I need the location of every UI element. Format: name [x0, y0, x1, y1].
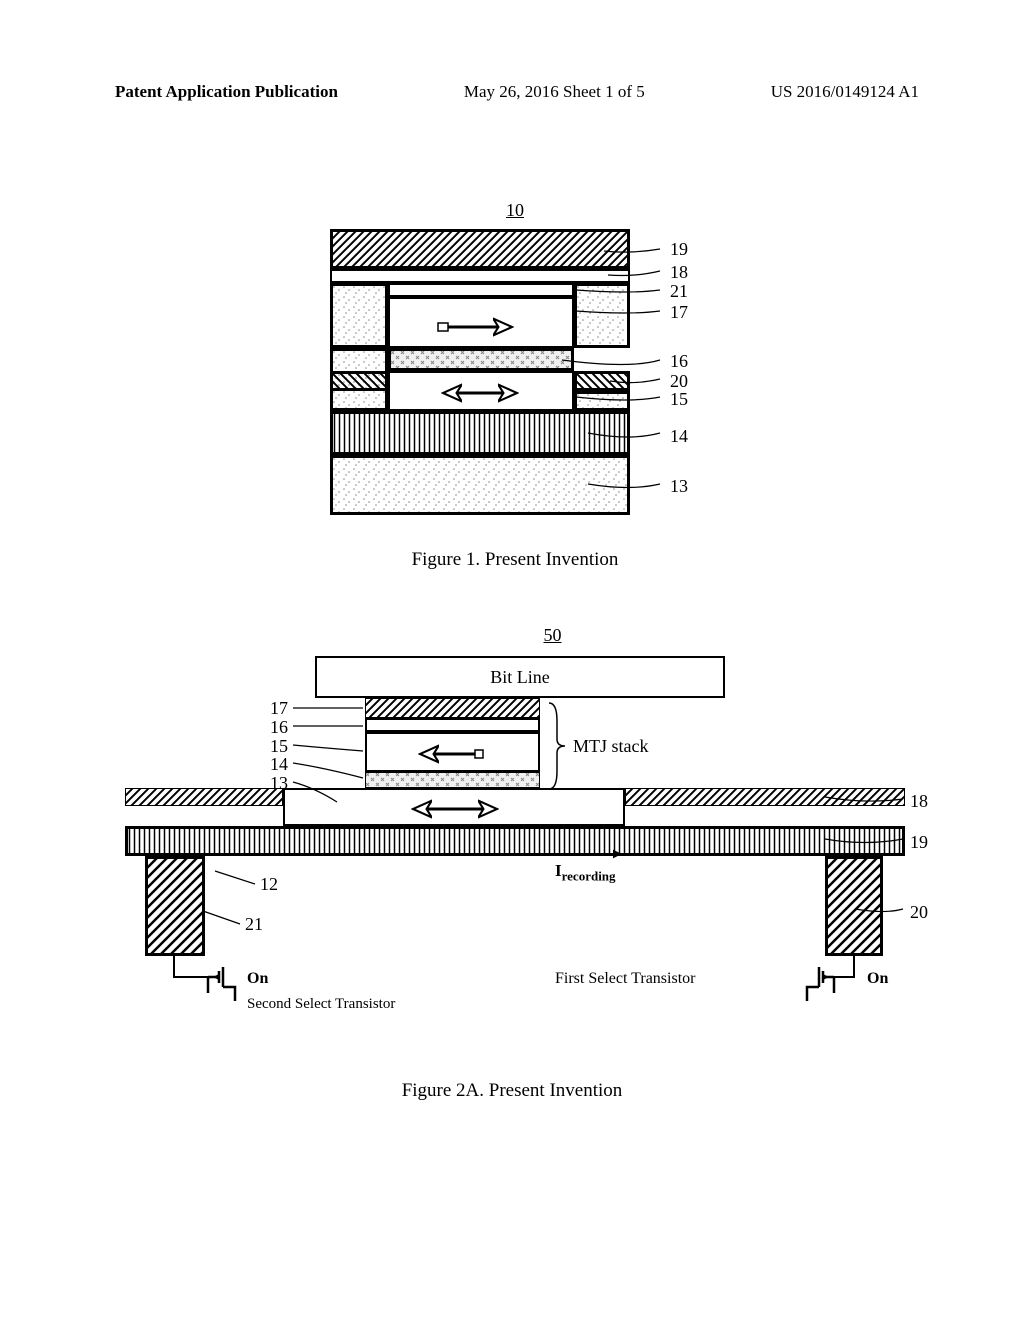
lead-20	[825, 856, 883, 956]
row-18-right	[625, 788, 905, 806]
bit-line-label: Bit Line	[490, 667, 550, 688]
layer-21	[388, 283, 574, 297]
layer-13	[330, 455, 630, 515]
f2-ref-20: 20	[910, 902, 928, 923]
f2-ref-17: 17	[270, 698, 288, 719]
layer-18	[330, 269, 630, 283]
second-transistor-label: Second Select Transistor	[247, 996, 395, 1013]
figure-2a: 50 Bit Line	[125, 625, 905, 1026]
bit-line: Bit Line	[315, 656, 725, 698]
mtj-layer-17	[365, 698, 540, 718]
f2-ref-13: 13	[270, 773, 288, 794]
layer-20-right	[574, 371, 630, 391]
layer-16	[388, 348, 574, 371]
ref-17: 17	[670, 302, 688, 323]
f2-ref-14: 14	[270, 754, 288, 775]
fig2-ref-50: 50	[200, 625, 905, 646]
on-label-right: On	[867, 970, 888, 988]
dotted-side-right-upper	[574, 283, 630, 348]
wire-left-h	[173, 976, 208, 978]
page-header: Patent Application Publication May 26, 2…	[0, 82, 1024, 102]
fig1-ref-10: 10	[310, 200, 720, 221]
layer-20-left	[330, 371, 388, 391]
mtj-layer-14	[365, 772, 540, 788]
header-center: May 26, 2016 Sheet 1 of 5	[464, 82, 645, 102]
ref-13: 13	[670, 476, 688, 497]
layer-15	[388, 371, 574, 411]
f2-ref-12: 12	[260, 874, 278, 895]
ref-14: 14	[670, 426, 688, 447]
layer-17	[388, 297, 574, 348]
layer-14	[330, 411, 630, 455]
mtj-layer-15	[365, 732, 540, 772]
ref-15: 15	[670, 389, 688, 410]
first-transistor-icon	[797, 963, 837, 1001]
f2-ref-16: 16	[270, 717, 288, 738]
second-transistor-icon	[205, 963, 245, 1001]
fig2a-caption: Figure 2A. Present Invention	[0, 1080, 1024, 1102]
layer-19	[330, 229, 630, 269]
lead-21	[145, 856, 205, 956]
header-left: Patent Application Publication	[115, 82, 338, 102]
fig1-diagram: 19 18 21 17 16 20 15 14 13	[330, 229, 630, 524]
ref-19: 19	[670, 239, 688, 260]
dotted-side-left-upper	[330, 283, 388, 348]
i-recording-label: Irecording	[555, 861, 616, 884]
mtj-brace-icon	[547, 701, 567, 791]
mtj-layer-16	[365, 718, 540, 732]
dotted-side-right-lower	[574, 391, 630, 411]
first-transistor-label: First Select Transistor	[555, 970, 695, 988]
f2-ref-21: 21	[245, 914, 263, 935]
wire-right-v	[853, 956, 855, 976]
layer-13	[283, 788, 625, 826]
fig1-caption: Figure 1. Present Invention	[310, 549, 720, 571]
ref-16: 16	[670, 351, 688, 372]
header-right: US 2016/0149124 A1	[771, 82, 919, 102]
on-label-left: On	[247, 970, 268, 988]
mtj-stack-label: MTJ stack	[573, 736, 649, 757]
wire-left-v	[173, 956, 175, 976]
f2-ref-18: 18	[910, 791, 928, 812]
ref-21: 21	[670, 281, 688, 302]
row-18-left	[125, 788, 283, 806]
ref-18: 18	[670, 262, 688, 283]
fig2a-diagram: Bit Line	[125, 656, 905, 1026]
f2-ref-19: 19	[910, 832, 928, 853]
figure-1: 10	[310, 200, 720, 571]
